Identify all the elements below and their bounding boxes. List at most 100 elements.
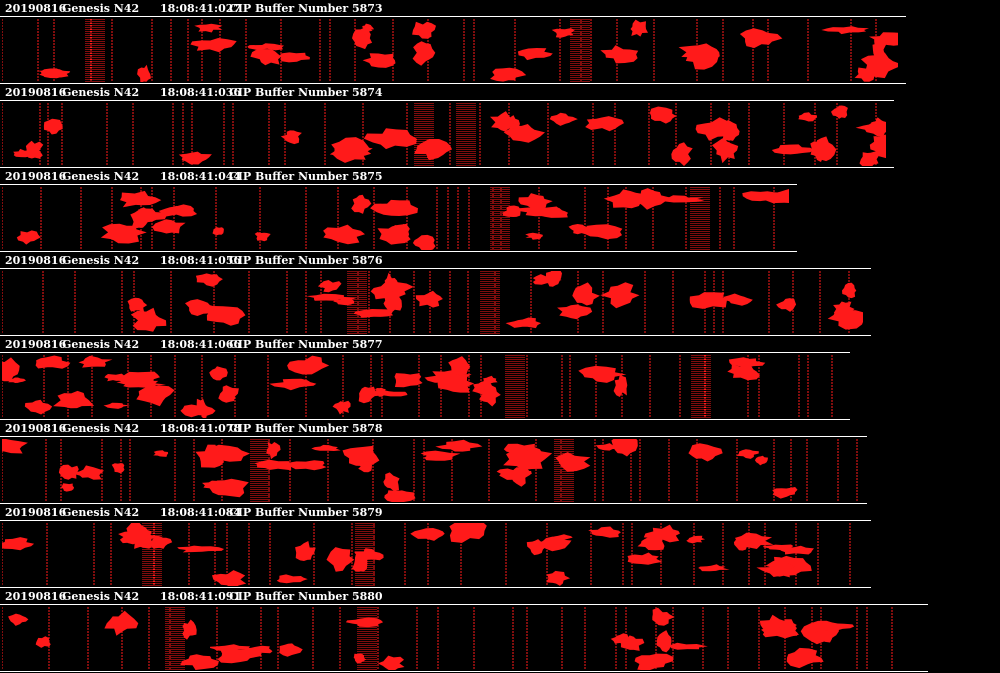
strip-bottom-rule [0, 83, 906, 84]
particle-blob [329, 144, 373, 159]
strip-top-rule [0, 184, 797, 185]
strip-probe: Genesis N42 [62, 506, 140, 519]
strip-buffer-label: CIP Buffer Number 5880 [229, 590, 383, 603]
particle-blob [546, 570, 571, 586]
particle-blob [727, 364, 760, 381]
strip-date: 20190816 [5, 86, 67, 99]
strip-bottom-rule [0, 503, 867, 504]
strip-probe: Genesis N42 [62, 86, 140, 99]
particle-blob [420, 450, 461, 461]
particle-blob [266, 442, 281, 460]
particle-blob [688, 443, 723, 462]
particle-blob [43, 118, 63, 135]
particle-blob [412, 41, 436, 66]
particle-blob [649, 106, 677, 124]
particle-blob [377, 223, 411, 245]
strip-probe: Genesis N42 [62, 590, 140, 603]
particle-blob [412, 234, 436, 250]
particle-blob [505, 467, 531, 487]
particle-image-strip [2, 355, 842, 418]
particle-blob [311, 444, 341, 451]
strip-top-rule [0, 520, 871, 521]
particle-blob [595, 443, 618, 451]
particle-blob [611, 439, 638, 457]
particle-blob [143, 385, 169, 393]
particle-blob [490, 111, 515, 132]
particle-blob [240, 645, 273, 654]
particle-blob [739, 28, 783, 48]
particle-blob [377, 655, 405, 670]
particle-blob [384, 490, 416, 502]
strip-probe: Genesis N42 [62, 170, 140, 183]
particle-blob [525, 232, 543, 240]
strip-probe: Genesis N42 [62, 2, 140, 15]
particle-blob [353, 653, 366, 664]
particle-blob [104, 610, 139, 636]
particle-blob [2, 537, 35, 551]
particle-blob [686, 535, 706, 544]
particle-blob [557, 304, 593, 320]
particle-blob [831, 105, 848, 119]
particle-blob [287, 355, 330, 375]
particle-image-strip [2, 19, 898, 82]
particle-blob [182, 619, 197, 640]
particle-blob [194, 23, 223, 33]
particle-blob [555, 452, 591, 472]
particle-blob [859, 151, 880, 166]
particle-blob [185, 299, 219, 316]
particle-blob [295, 541, 316, 561]
buffer-strip: 20190816 Genesis N42 18:08:41:066 CIP Buffe… [0, 336, 850, 420]
buffer-strip: 20190816 Genesis N42 18:08:41:027 CIP Buffe… [0, 0, 906, 84]
buffer-strip: 20190816 Genesis N42 18:08:41:036 CIP Buffe… [0, 84, 894, 168]
particle-blob [180, 654, 219, 670]
particle-blob [678, 43, 720, 62]
strip-date: 20190816 [5, 422, 67, 435]
strip-date: 20190816 [5, 254, 67, 267]
particle-blob [771, 556, 795, 578]
strip-top-rule [0, 352, 850, 353]
particle-blob [130, 307, 167, 332]
particle-blob [415, 290, 443, 308]
strip-buffer-label: CIP Buffer Number 5876 [229, 254, 383, 267]
strip-date: 20190816 [5, 506, 67, 519]
particle-blob [860, 52, 898, 79]
strip-time: 18:08:41:056 [160, 254, 242, 267]
particle-blob [815, 628, 833, 643]
particle-blob [735, 532, 774, 549]
particle-blob [382, 272, 400, 295]
particle-blob [600, 282, 640, 309]
particle-blob [276, 574, 308, 584]
particle-blob [643, 524, 680, 543]
particle-blob [671, 142, 693, 166]
strip-buffer-label: CIP Buffer Number 5873 [229, 2, 383, 15]
strip-probe: Genesis N42 [62, 254, 140, 267]
particle-blob [363, 128, 417, 150]
particle-blob [177, 545, 225, 553]
strip-time: 18:08:41:091 [160, 590, 242, 603]
particle-blob [483, 375, 498, 384]
particle-blob [737, 449, 759, 459]
particle-blob [342, 445, 380, 466]
particle-blob [218, 385, 239, 403]
particle-blob [728, 357, 766, 371]
strip-date: 20190816 [5, 590, 67, 603]
particle-blob [150, 535, 173, 549]
particle-blob [603, 189, 646, 209]
strip-time: 18:08:41:084 [160, 506, 242, 519]
particle-blob [326, 547, 355, 572]
particle-blob [655, 195, 705, 203]
buffer-strip: 20190816 Genesis N42 18:08:41:056 CIP Buffe… [0, 252, 871, 336]
particle-blob [212, 570, 247, 586]
particle-blob [698, 564, 730, 572]
strip-bottom-rule [0, 419, 850, 420]
strip-time: 18:08:41:066 [160, 338, 242, 351]
particle-blob [435, 439, 483, 452]
particle-blob [35, 636, 51, 648]
particle-blob [100, 223, 147, 244]
particle-blob [549, 112, 578, 126]
strip-time: 18:08:41:044 [160, 170, 242, 183]
strip-bottom-rule [0, 251, 797, 252]
particle-blob [412, 21, 436, 39]
strip-buffer-label: CIP Buffer Number 5878 [229, 422, 383, 435]
particle-blob [250, 48, 282, 66]
